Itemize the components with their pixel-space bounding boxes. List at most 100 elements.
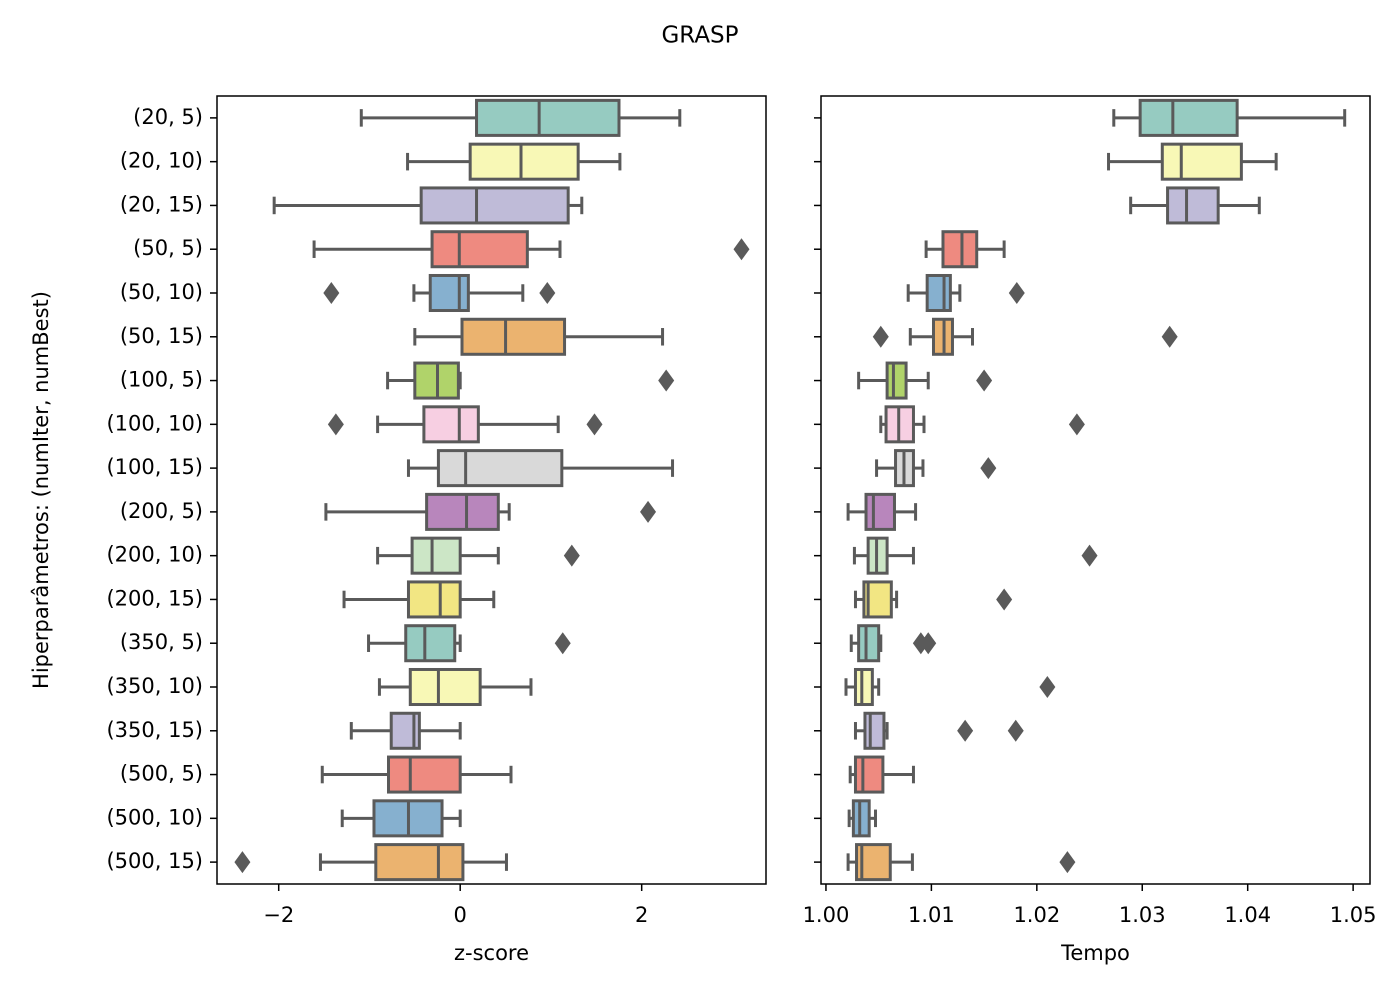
y-tick-label: (50, 15) — [120, 324, 203, 348]
box-group — [359, 98, 682, 137]
y-tick-label: (200, 15) — [106, 586, 203, 610]
x-tick-label: −2 — [263, 903, 294, 927]
y-tick-label: (50, 10) — [120, 280, 203, 304]
box — [408, 667, 482, 707]
box-group — [327, 405, 603, 444]
figure-title: GRASP — [661, 23, 738, 49]
x-axis-label: Tempo — [1060, 941, 1130, 965]
y-tick-label: (100, 5) — [120, 368, 203, 392]
plot-frame — [216, 95, 767, 885]
box — [428, 273, 470, 313]
y-tick-label: (500, 5) — [120, 762, 203, 786]
box-group — [406, 142, 622, 181]
outlier — [1068, 413, 1085, 436]
box-group — [367, 624, 571, 663]
box-group — [852, 536, 1098, 575]
box-group — [853, 580, 1013, 619]
box — [851, 799, 871, 838]
box-group — [272, 186, 584, 225]
box — [1166, 186, 1220, 225]
x-tick-label: 1.01 — [908, 903, 955, 927]
box-group — [872, 317, 1178, 356]
box — [925, 273, 952, 313]
box — [885, 361, 908, 400]
box — [430, 230, 529, 269]
box — [460, 317, 567, 356]
x-tick-label: 1.05 — [1330, 903, 1377, 927]
box-group — [1107, 142, 1278, 181]
outlier — [996, 588, 1013, 611]
box-group — [1129, 186, 1261, 225]
box-group — [857, 361, 993, 400]
box-group — [1112, 98, 1347, 137]
box — [374, 843, 465, 882]
outlier — [1161, 325, 1178, 348]
box-group — [853, 711, 1024, 750]
box-group — [924, 230, 1006, 269]
box-group — [323, 273, 556, 313]
y-tick-label: (350, 10) — [106, 674, 203, 698]
y-tick-label: (350, 15) — [106, 718, 203, 742]
box-group — [342, 580, 496, 619]
y-tick-label: (20, 5) — [133, 105, 203, 129]
y-tick-label: (500, 15) — [106, 849, 203, 873]
x-axis-label: z-score — [454, 941, 529, 965]
outlier — [554, 632, 571, 655]
box — [864, 492, 896, 531]
box — [410, 536, 462, 575]
outlier — [323, 282, 340, 304]
box-group — [879, 405, 1085, 444]
outlier — [640, 500, 657, 523]
box-group — [234, 843, 508, 882]
box — [941, 230, 979, 269]
box-group — [320, 755, 513, 794]
x-tick-label: 1.00 — [803, 903, 850, 927]
box — [857, 624, 881, 663]
outlier — [872, 325, 889, 348]
x-tick-label: 1.02 — [1013, 903, 1060, 927]
outlier — [733, 238, 750, 261]
outlier — [1059, 851, 1076, 874]
box-group — [875, 449, 997, 488]
outlier — [920, 632, 937, 655]
box-group — [386, 361, 675, 400]
box-group — [340, 799, 462, 838]
x-tick-label: 0 — [454, 903, 467, 927]
x-tick-label: 1.03 — [1119, 903, 1166, 927]
outlier — [586, 413, 603, 436]
box — [1160, 142, 1243, 181]
box — [863, 711, 886, 750]
box — [404, 624, 457, 663]
box — [422, 405, 480, 444]
x-tick-label: 2 — [635, 903, 648, 927]
outlier — [1039, 676, 1056, 698]
box — [468, 142, 580, 181]
box-group — [312, 230, 750, 269]
outlier — [234, 851, 251, 874]
box — [387, 755, 462, 794]
outlier — [976, 369, 993, 392]
box — [1138, 98, 1239, 137]
outlier — [563, 544, 580, 567]
box-group — [848, 755, 915, 794]
box-group — [906, 273, 1025, 313]
plot-frame — [820, 95, 1371, 885]
box — [419, 186, 570, 225]
box-group — [377, 667, 533, 707]
box-group — [324, 492, 657, 531]
box-group — [846, 843, 1076, 882]
box — [853, 667, 874, 707]
box — [406, 580, 462, 619]
outlier — [539, 282, 556, 304]
box-group — [413, 317, 665, 356]
outlier — [327, 413, 344, 436]
y-axis-label: Hiperparâmetros: (numIter, numBest) — [29, 291, 53, 689]
outlier — [1007, 719, 1024, 742]
outlier — [658, 369, 675, 392]
box — [436, 449, 564, 488]
y-tick-label: (350, 5) — [120, 630, 203, 654]
box — [853, 755, 885, 794]
outlier — [957, 719, 974, 742]
box-group — [376, 536, 580, 575]
